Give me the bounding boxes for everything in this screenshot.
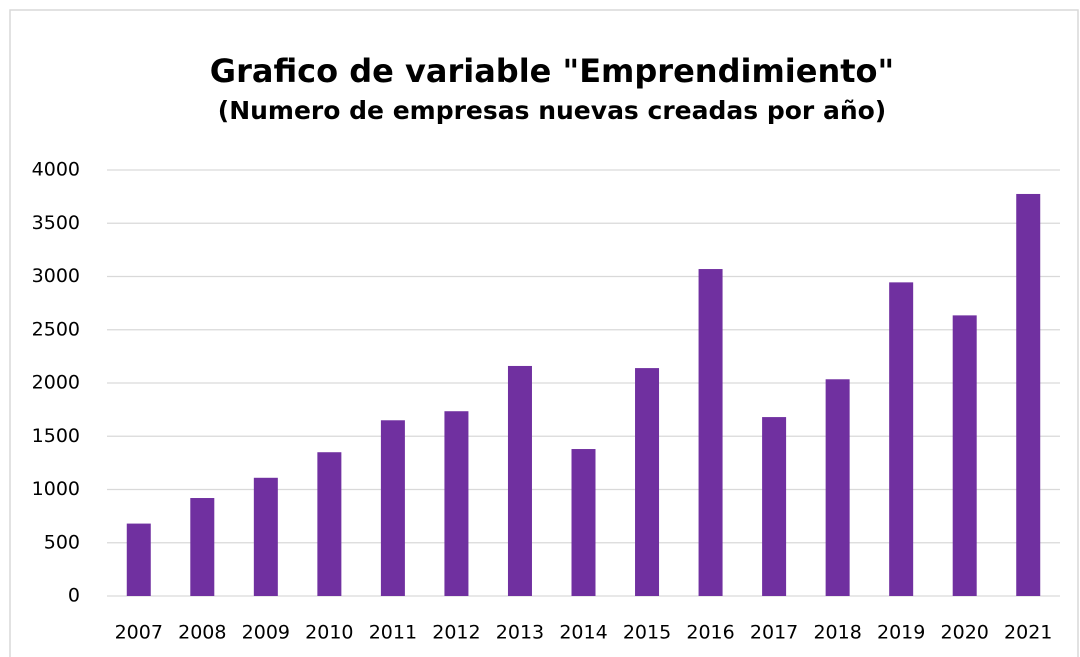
- x-tick-label: 2012: [432, 622, 480, 644]
- chart-title: Grafico de variable "Emprendimiento": [210, 52, 894, 90]
- bar: [507, 365, 532, 596]
- bar: [571, 449, 596, 596]
- y-tick-label: 4000: [32, 159, 80, 181]
- bar: [635, 368, 660, 596]
- y-tick-label: 500: [44, 531, 80, 553]
- y-tick-label: 3500: [32, 212, 80, 234]
- bar: [380, 420, 405, 596]
- bar: [1016, 193, 1041, 596]
- x-tick-label: 2021: [1004, 622, 1052, 644]
- bar: [698, 269, 723, 596]
- bar: [253, 477, 278, 596]
- y-tick-label: 1000: [32, 478, 80, 500]
- bar: [190, 498, 215, 596]
- x-tick-label: 2016: [686, 622, 734, 644]
- x-tick-label: 2013: [496, 622, 544, 644]
- x-tick-label: 2009: [242, 622, 290, 644]
- bar: [825, 379, 850, 596]
- bar: [126, 523, 151, 596]
- x-tick-label: 2018: [813, 622, 861, 644]
- x-tick-label: 2010: [305, 622, 353, 644]
- x-tick-label: 2014: [559, 622, 607, 644]
- bar: [889, 282, 914, 596]
- x-tick-label: 2017: [750, 622, 798, 644]
- bar: [317, 452, 342, 596]
- chart-subtitle: (Numero de empresas nuevas creadas por a…: [218, 96, 886, 125]
- x-tick-label: 2007: [115, 622, 163, 644]
- y-tick-label: 2000: [32, 372, 80, 394]
- bar: [444, 411, 469, 596]
- x-tick-label: 2008: [178, 622, 226, 644]
- x-tick-label: 2020: [941, 622, 989, 644]
- y-tick-label: 2500: [32, 318, 80, 340]
- x-tick-label: 2015: [623, 622, 671, 644]
- bar: [952, 315, 977, 596]
- y-tick-label: 3000: [32, 265, 80, 287]
- y-tick-label: 1500: [32, 425, 80, 447]
- x-tick-label: 2019: [877, 622, 925, 644]
- x-tick-label: 2011: [369, 622, 417, 644]
- bar: [762, 417, 787, 596]
- y-tick-label: 0: [68, 585, 80, 607]
